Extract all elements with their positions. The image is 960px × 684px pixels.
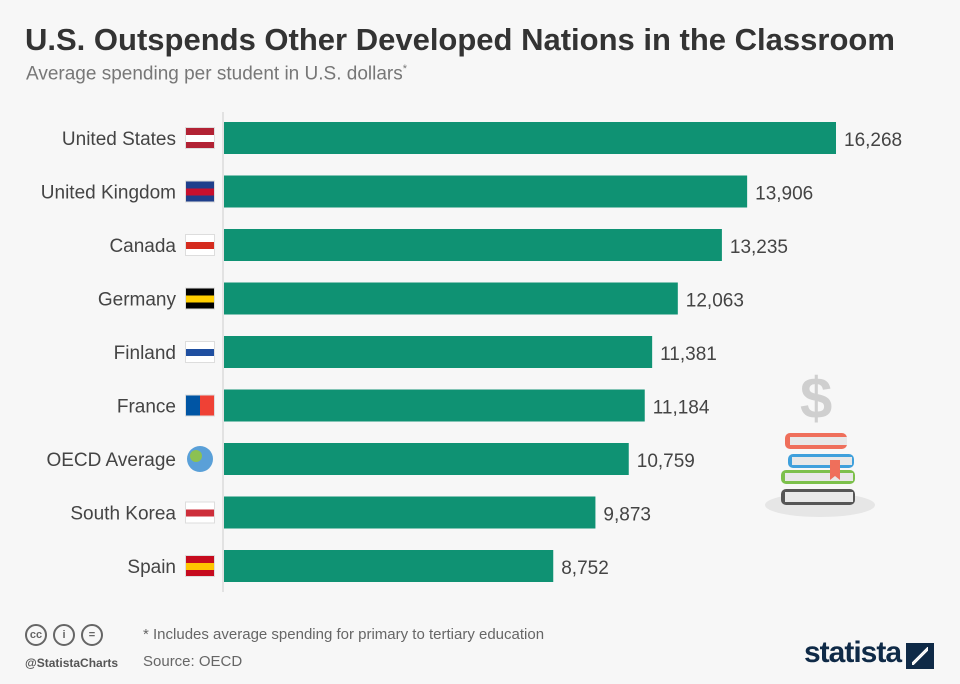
value-label: 12,063 (686, 291, 744, 312)
value-label: 8,752 (561, 558, 609, 579)
subtitle-text: Average spending per student in U.S. dol… (26, 63, 403, 85)
category-label: Finland (114, 343, 176, 364)
category-label: Canada (109, 236, 176, 257)
category-label: Spain (127, 557, 176, 578)
books-icon: $ (765, 366, 875, 517)
bar (224, 175, 748, 208)
statista-logo[interactable]: statista (804, 636, 902, 669)
category-label: Germany (98, 290, 177, 311)
bar (224, 282, 678, 315)
value-label: 16,268 (844, 130, 902, 151)
category-label: OECD Average (46, 450, 176, 471)
cc-license-icons: cc i = (25, 624, 103, 646)
cc-icon: cc (25, 624, 47, 646)
twitter-handle[interactable]: @StatistaCharts (25, 656, 119, 670)
bar (224, 336, 653, 368)
subtitle-mark: * (402, 63, 407, 75)
category-label: France (117, 397, 176, 418)
bar (224, 229, 722, 261)
value-label: 9,873 (603, 505, 651, 526)
bar (224, 496, 596, 529)
bar (224, 122, 836, 154)
chart-title: U.S. Outspends Other Developed Nations i… (25, 22, 895, 57)
statista-logo-mark (906, 643, 934, 669)
value-label: 13,235 (730, 237, 788, 258)
attribution-icon: i (53, 624, 75, 646)
no-derivs-icon: = (81, 624, 103, 646)
bar (224, 550, 554, 582)
category-label: South Korea (70, 504, 176, 525)
value-label: 11,381 (660, 344, 717, 365)
value-label: 13,906 (755, 184, 813, 205)
value-label: 10,759 (637, 451, 695, 472)
category-label: United Kingdom (41, 183, 176, 204)
source[interactable]: Source: OECD (143, 653, 243, 670)
dollar-icon: $ (800, 366, 832, 431)
footnote: * Includes average spending for primary … (143, 626, 545, 643)
bar (224, 389, 645, 422)
bar (224, 443, 629, 475)
chart-subtitle: Average spending per student in U.S. dol… (26, 63, 407, 85)
category-label: United States (62, 129, 176, 150)
value-label: 11,184 (653, 398, 710, 419)
